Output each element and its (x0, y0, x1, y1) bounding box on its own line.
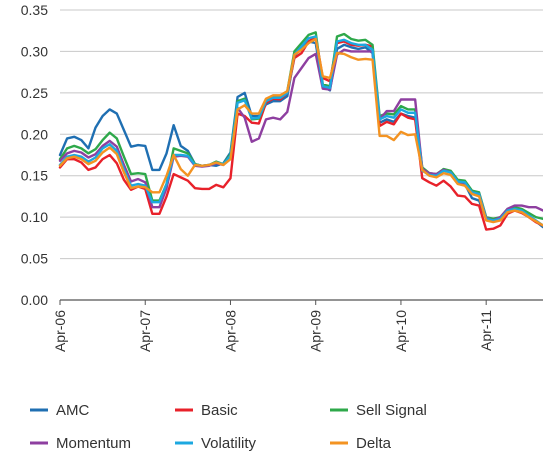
legend-label: AMC (56, 402, 90, 419)
x-tick-label: Apr-09 (308, 310, 324, 352)
series-line-delta (58, 37, 543, 227)
legend: AMC Basic Sell Signal Momentum Volatility Del… (30, 402, 427, 452)
x-tick-label: Apr-11 (478, 310, 494, 351)
x-tick-label: Apr-10 (393, 310, 409, 352)
legend-item-basic: Basic (175, 402, 238, 419)
legend-item-amc: AMC (30, 402, 90, 419)
legend-label: Sell Signal (356, 402, 427, 419)
y-tick-label: 0.30 (21, 43, 48, 59)
legend-item-sell-signal: Sell Signal (330, 402, 427, 419)
y-tick-label: 0.05 (21, 251, 48, 267)
legend-item-momentum: Momentum (30, 435, 131, 452)
legend-label: Volatility (201, 435, 257, 452)
series-line-sell-signal (58, 31, 543, 220)
series-lines (58, 31, 543, 231)
series-line-basic (58, 35, 543, 231)
series-line-volatility (58, 35, 543, 227)
axes: 0.00 0.05 0.10 0.15 0.20 0.25 0.30 0.35 Apr-06 Ap… (21, 2, 494, 352)
legend-item-volatility: Volatility (175, 435, 257, 452)
legend-label: Basic (201, 402, 238, 419)
x-tick-label: Apr-07 (137, 310, 153, 352)
legend-label: Delta (356, 435, 392, 452)
y-tick-label: 0.10 (21, 209, 48, 225)
y-tick-label: 0.15 (21, 168, 48, 184)
grid-lines (60, 9, 543, 301)
y-tick-label: 0.25 (21, 85, 48, 101)
legend-item-delta: Delta (330, 435, 392, 452)
legend-label: Momentum (56, 435, 131, 452)
y-tick-label: 0.20 (21, 126, 48, 142)
y-tick-label: 0.35 (21, 2, 48, 18)
x-tick-label: Apr-08 (222, 310, 238, 352)
y-tick-label: 0.00 (21, 292, 48, 308)
series-line-momentum (58, 48, 543, 222)
x-tick-label: Apr-06 (52, 310, 68, 352)
